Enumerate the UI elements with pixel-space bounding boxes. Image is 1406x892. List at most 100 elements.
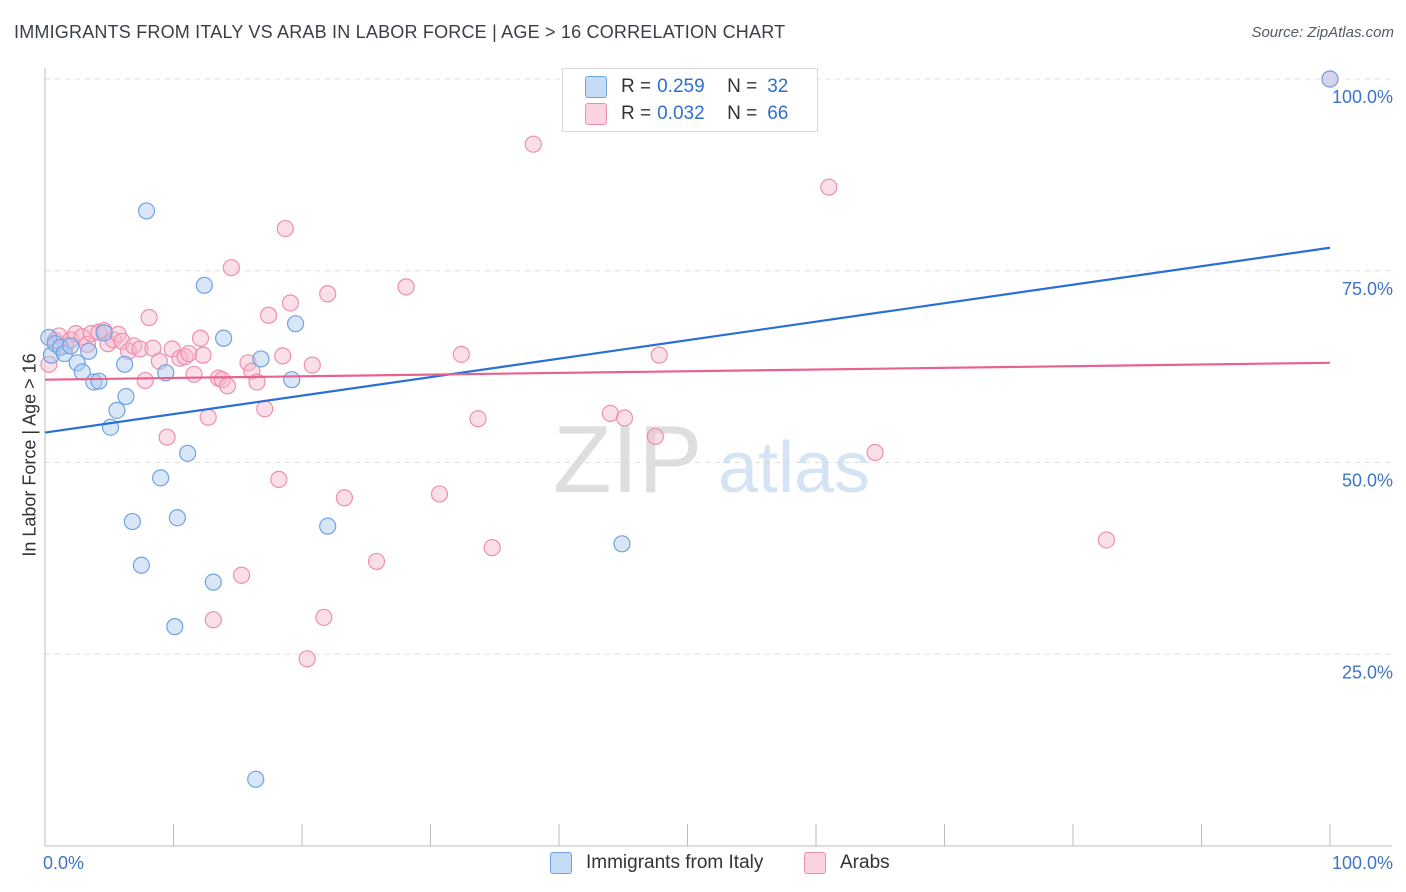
point-arabs (78, 335, 97, 353)
legend-n-label: N = (727, 76, 758, 97)
point-arabs (281, 294, 300, 312)
point-arabs (274, 347, 292, 365)
point-arabs (524, 135, 542, 153)
point-italy (95, 324, 113, 342)
point-arabs (335, 489, 354, 507)
point-italy (132, 556, 150, 574)
point-arabs (452, 345, 470, 363)
point-arabs (199, 408, 217, 426)
point-arabs (270, 470, 288, 488)
legend-swatch-arabs (585, 103, 607, 125)
point-italy (152, 469, 170, 487)
trend-lines (44, 246, 1331, 434)
y-tick-label: 100.0% (1332, 87, 1393, 107)
point-italy (283, 371, 301, 389)
chart-title: IMMIGRANTS FROM ITALY VS ARAB IN LABOR F… (14, 22, 786, 42)
point-italy (116, 355, 134, 373)
point-arabs (194, 346, 212, 364)
point-italy (252, 350, 270, 368)
legend-label-italy: Immigrants from Italy (586, 852, 764, 873)
point-arabs (483, 539, 501, 557)
point-arabs (259, 306, 278, 324)
point-arabs (303, 356, 321, 374)
legend-swatch-arabs (804, 852, 826, 874)
point-arabs (430, 485, 449, 503)
legend-r-label: R = (621, 76, 652, 97)
point-arabs (298, 650, 316, 668)
point-italy (68, 354, 86, 372)
legend-item-arabs[interactable]: Arabs (804, 852, 890, 874)
point-arabs (218, 377, 237, 395)
point-arabs (191, 329, 210, 347)
point-italy (108, 401, 126, 419)
point-italy (168, 509, 186, 527)
axes (44, 68, 1392, 847)
point-arabs (319, 285, 337, 303)
point-arabs (367, 552, 386, 571)
point-arabs (615, 409, 634, 427)
point-italy (215, 329, 233, 347)
point-italy (117, 387, 135, 406)
point-italy (613, 535, 631, 553)
point-italy (123, 512, 141, 531)
point-arabs (204, 611, 222, 629)
point-italy (319, 517, 337, 535)
point-arabs (276, 219, 294, 238)
x-tick-label: 0.0% (43, 853, 84, 873)
point-italy (166, 618, 184, 636)
legend-item-italy[interactable]: Immigrants from Italy (550, 852, 763, 874)
y-tick-label: 50.0% (1342, 471, 1393, 491)
legend-r-label: R = (621, 103, 652, 124)
legend-r-value: 0.259 (657, 76, 705, 97)
tick-labels: 25.0% 50.0% 75.0% 100.0% 0.0% 100.0% (43, 87, 1393, 873)
point-arabs (650, 346, 668, 364)
point-italy (195, 276, 213, 294)
legend-swatch-italy (550, 852, 572, 874)
point-italy (40, 328, 58, 347)
point-italy (179, 444, 197, 462)
y-tick-label: 75.0% (1342, 279, 1393, 299)
x-tick-label: 100.0% (1332, 853, 1393, 873)
legend-row-arabs: R = 0.032 N = 66 (585, 102, 788, 126)
point-arabs (185, 365, 203, 383)
legend-r-value: 0.032 (657, 103, 705, 124)
point-arabs (180, 344, 198, 363)
legend-n-value: 66 (767, 103, 789, 124)
point-arabs (222, 259, 240, 277)
point-arabs (866, 443, 884, 462)
point-arabs (136, 371, 154, 390)
point-italy (137, 202, 156, 220)
watermark-zip: ZIP (553, 406, 702, 513)
trend-line-arabs (44, 361, 1331, 381)
trend-line-italy (44, 246, 1331, 434)
point-arabs (1097, 531, 1116, 549)
point-arabs (256, 400, 274, 418)
source-label: Source: ZipAtlas.com (1251, 24, 1394, 41)
point-italy (247, 770, 265, 788)
legend-label-arabs: Arabs (840, 852, 890, 873)
legend-n-label: N = (727, 103, 758, 124)
point-arabs (140, 308, 158, 327)
legend-n-value: 32 (767, 76, 789, 97)
legend-row-italy: R = 0.259 N = 32 (585, 75, 788, 99)
point-italy (1321, 70, 1339, 88)
point-italy (90, 372, 108, 390)
point-arabs (820, 178, 838, 196)
point-arabs (158, 428, 176, 446)
point-arabs (469, 410, 487, 428)
legend-swatch-italy (585, 76, 607, 98)
point-arabs (315, 608, 333, 627)
point-arabs (233, 566, 251, 584)
point-arabs (131, 340, 149, 358)
watermark: ZIP atlas (553, 406, 870, 513)
watermark-atlas: atlas (718, 428, 870, 508)
series-legend: Immigrants from Italy Arabs (0, 852, 1406, 878)
point-italy (62, 337, 80, 355)
point-italy (204, 573, 222, 591)
stats-legend: R = 0.259 N = 32 R = 0.032 N = 66 (562, 68, 818, 132)
point-italy (157, 364, 175, 382)
point-arabs (243, 362, 261, 380)
y-tick-label: 25.0% (1342, 662, 1393, 682)
point-italy (286, 315, 305, 333)
